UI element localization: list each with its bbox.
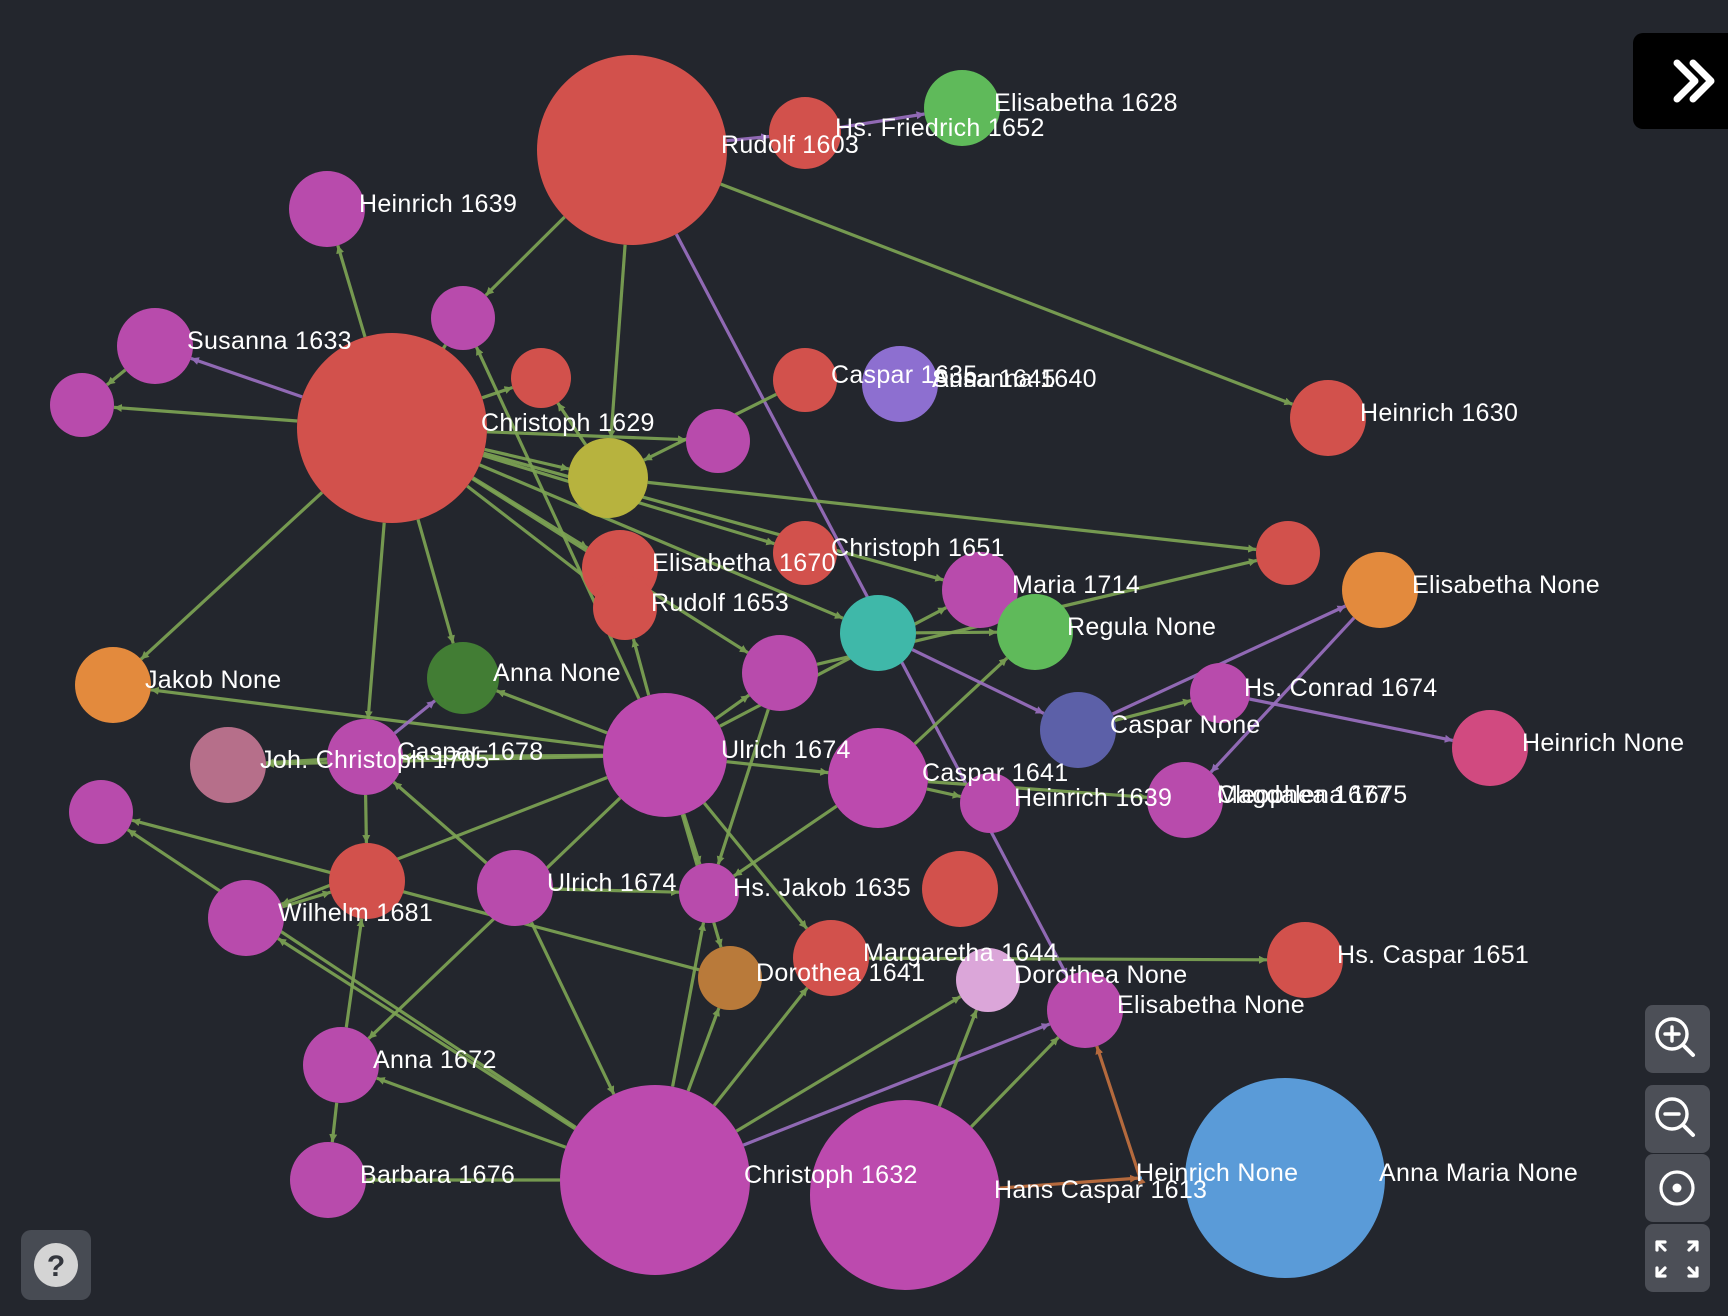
svg-text:?: ? (47, 1250, 65, 1283)
